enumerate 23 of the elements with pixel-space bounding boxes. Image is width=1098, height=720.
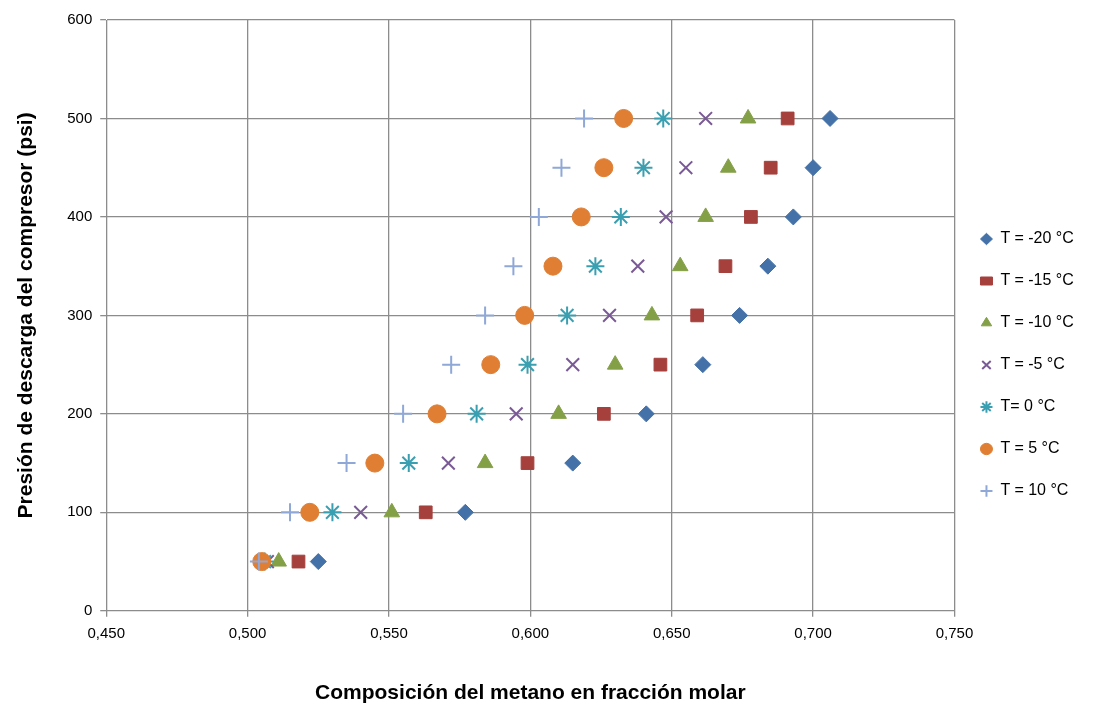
y-tick-label: 600 (67, 10, 93, 28)
legend-label: T = -5 °C (1000, 355, 1065, 373)
legend-label: T = 10 °C (1000, 481, 1069, 499)
y-tick-label: 300 (67, 305, 93, 323)
x-tick-label: 0,550 (370, 623, 408, 641)
x-tick-label: 0,450 (87, 623, 125, 641)
x-tick-label: 0,600 (511, 623, 550, 641)
legend-label: T = -15 °C (1000, 271, 1074, 289)
legend-label: T = 5 °C (1000, 439, 1060, 457)
y-tick-label: 400 (67, 207, 93, 225)
x-tick-label: 0,500 (228, 623, 267, 641)
x-tick-label: 0,700 (794, 623, 832, 641)
legend-label: T = -10 °C (1000, 313, 1074, 331)
y-tick-label: 500 (67, 108, 93, 126)
x-axis-title: Composición del metano en fracción molar (315, 680, 746, 704)
y-axis-title: Presión de descarga del compresor (psi) (13, 112, 37, 519)
legend-label: T= 0 °C (1000, 397, 1056, 415)
y-tick-label: 100 (67, 502, 93, 520)
legend-label: T = -20 °C (1000, 229, 1074, 247)
x-tick-label: 0,650 (652, 623, 691, 641)
y-tick-label: 200 (67, 404, 93, 422)
x-tick-label: 0,750 (935, 623, 974, 641)
y-tick-label: 0 (83, 600, 93, 618)
